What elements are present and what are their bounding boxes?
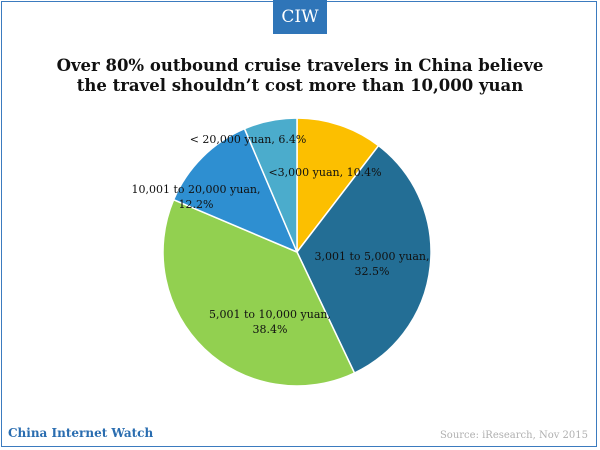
footer-brand: China Internet Watch [8,426,154,440]
slice-label: < 20,000 yuan, 6.4% [190,133,307,146]
slice-label: 3,001 to 5,000 yuan, 32.5% [315,250,430,278]
pie-slice [296,144,432,375]
slice-label: 5,001 to 10,000 yuan, 38.4% [209,308,331,336]
chart-title-line-1: Over 80% outbound cruise travelers in Ch… [56,56,544,75]
chart-title-line-2: the travel shouldn’t cost more than 10,0… [76,76,524,95]
footer-source: Source: iResearch, Nov 2015 [439,430,588,441]
ciw-logo-badge: CIW [273,0,327,34]
slice-label: <3,000 yuan, 10.4% [268,166,381,179]
chart-title: Over 80% outbound cruise travelers in Ch… [0,56,600,96]
pie-slice [172,127,299,254]
pie-slice [162,198,356,387]
slice-label: 10,001 to 20,000 yuan, 12.2% [132,183,261,211]
pie-slice [243,117,298,253]
pie-slice [296,117,380,255]
